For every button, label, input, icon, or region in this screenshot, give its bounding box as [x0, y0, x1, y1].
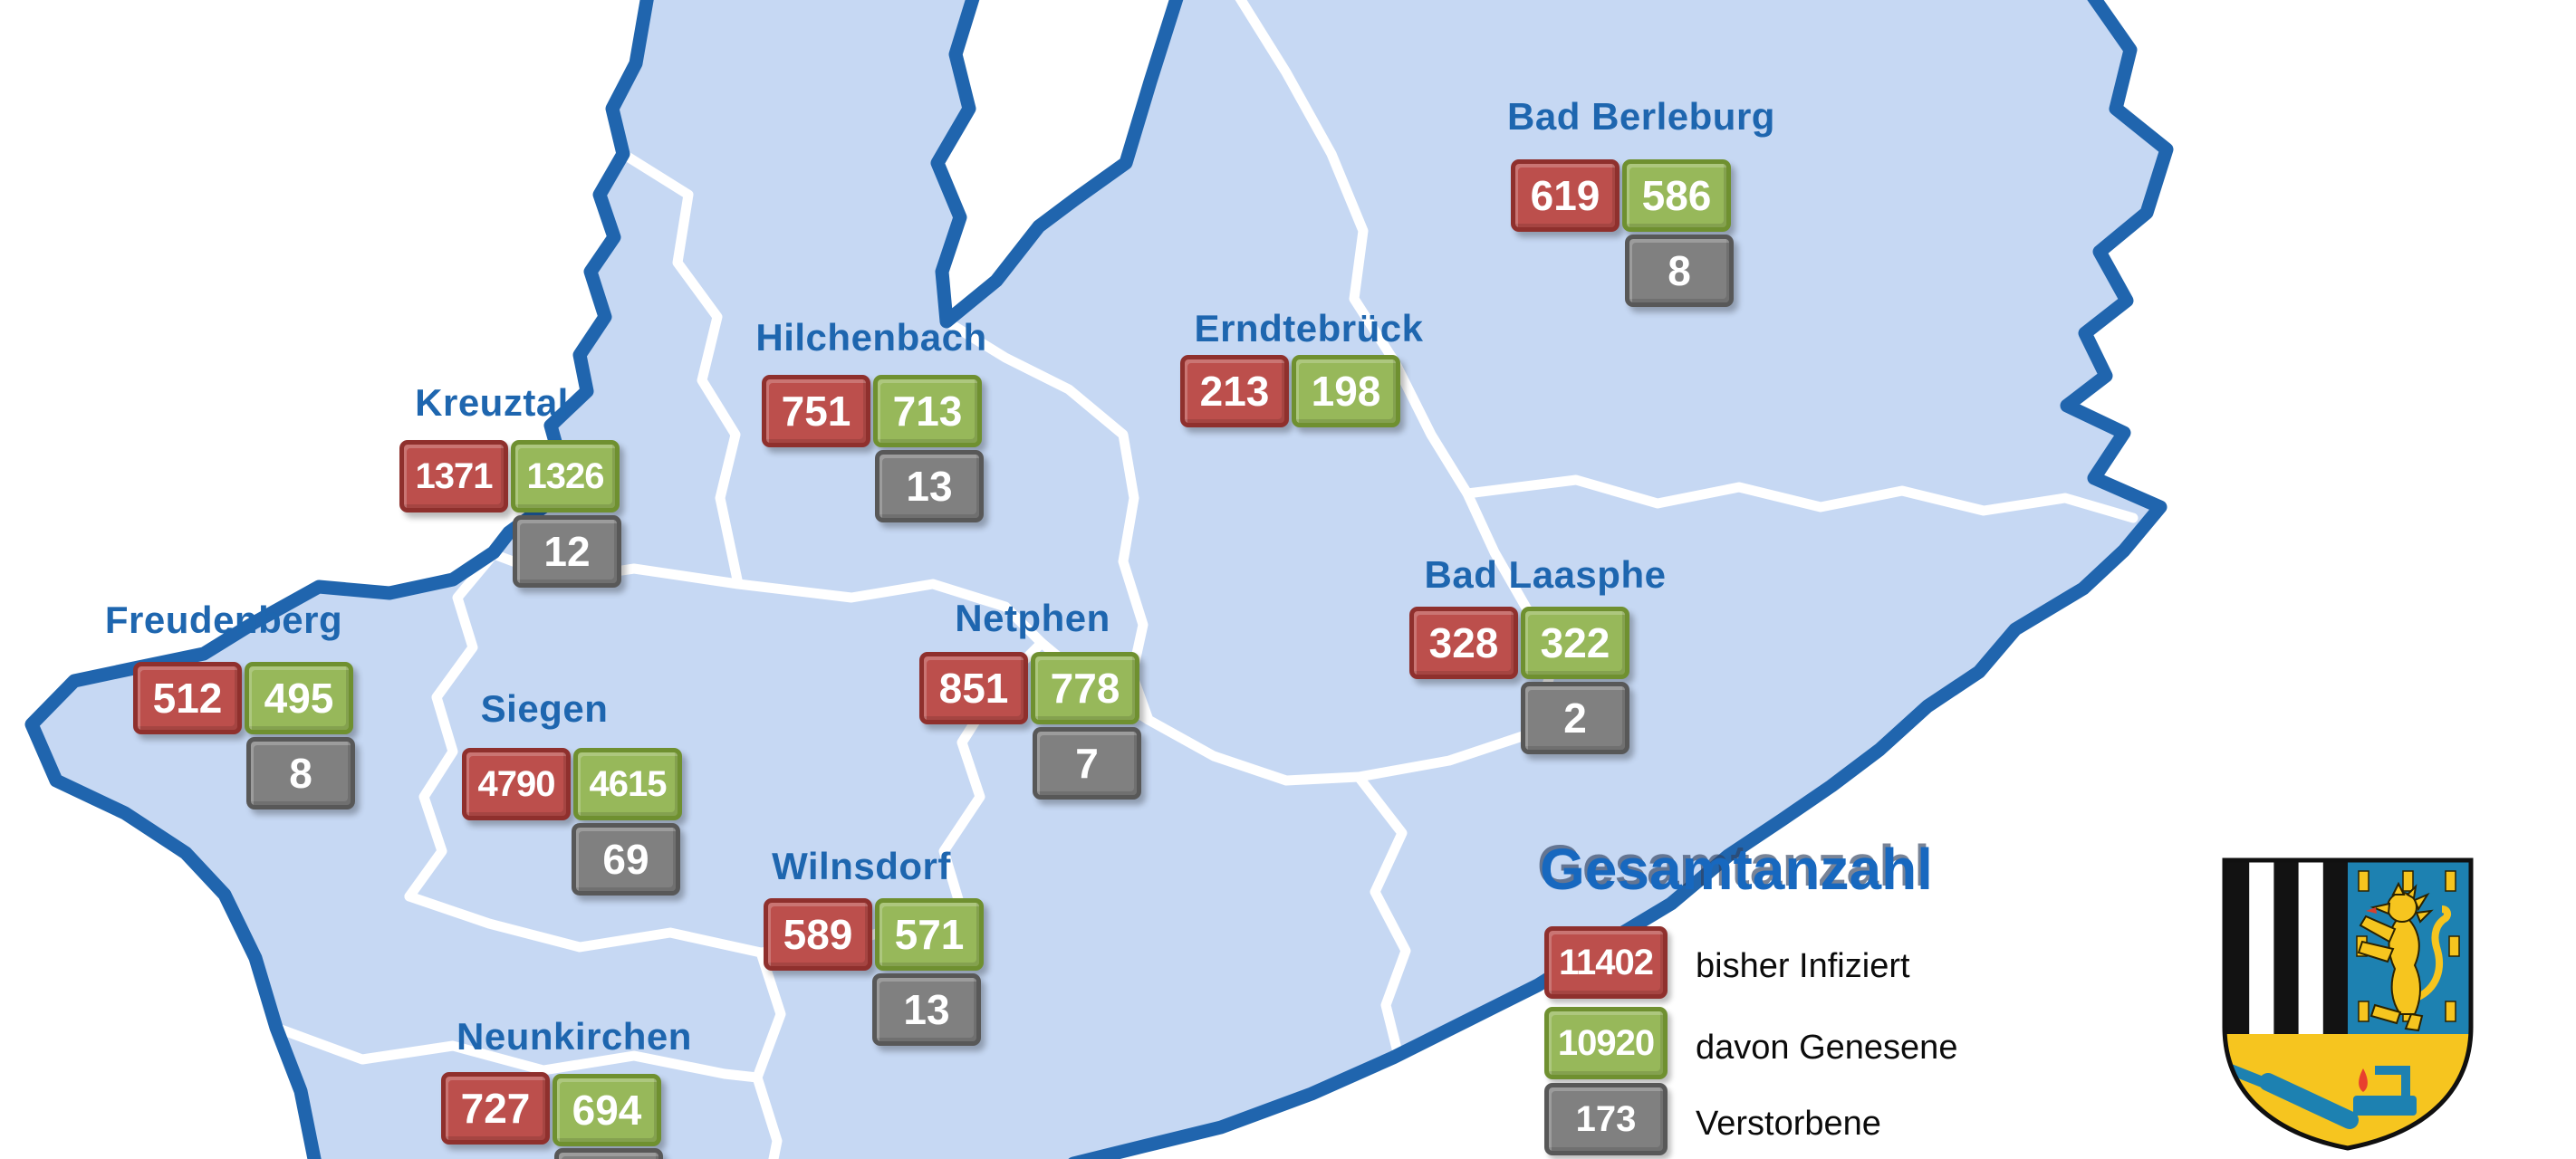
legend-infected-box: 11402 [1544, 926, 1668, 999]
infected-count-box: 751 [762, 375, 870, 447]
recovered-count-box: 198 [1292, 355, 1400, 427]
legend-recovered-label: davon Genesene [1696, 1029, 1958, 1067]
municipality-label: Freudenberg [104, 599, 343, 641]
recovered-count-box: 778 [1031, 652, 1139, 724]
recovered-count-box: 495 [245, 662, 353, 734]
legend-recovered-box: 10920 [1544, 1007, 1668, 1079]
infected-count-box: 1371 [399, 440, 508, 512]
infected-count-box: 328 [1409, 607, 1518, 679]
legend-title: Gesamtanzahl [1540, 837, 1933, 902]
municipality-label: Bad Laasphe [1424, 553, 1667, 596]
lamp-icon [2353, 1066, 2417, 1116]
recovered-count-box: 4615 [573, 748, 682, 820]
municipality-label: Erndtebrück [1194, 307, 1424, 350]
recovered-count-box: 586 [1622, 159, 1731, 232]
deceased-count-box [554, 1148, 663, 1159]
coat-of-arms-icon [2222, 857, 2474, 1151]
deceased-count-box: 2 [1521, 682, 1629, 754]
legend-deceased-box: 173 [1544, 1083, 1668, 1155]
deceased-count-box: 13 [872, 973, 981, 1046]
recovered-count-box: 694 [553, 1074, 661, 1146]
lion-icon [2357, 881, 2452, 1032]
municipality-label: Siegen [480, 687, 609, 730]
municipality-label: Netphen [955, 597, 1110, 639]
deceased-count-box: 8 [246, 737, 355, 809]
deceased-count-box: 12 [513, 515, 621, 588]
infected-count-box: 213 [1180, 355, 1289, 427]
recovered-count-box: 571 [875, 898, 984, 971]
municipality-label: Kreuztal [415, 381, 569, 424]
infected-count-box: 4790 [462, 748, 571, 820]
recovered-count-box: 1326 [511, 440, 620, 512]
municipality-label: Bad Berleburg [1507, 95, 1775, 138]
infected-count-box: 727 [441, 1072, 550, 1145]
deceased-count-box: 13 [875, 450, 984, 522]
recovered-count-box: 713 [873, 375, 982, 447]
flame-icon [2359, 1068, 2368, 1092]
deceased-count-box: 69 [572, 823, 680, 896]
infected-count-box: 619 [1511, 159, 1620, 232]
legend-deceased-label: Verstorbene [1696, 1105, 1881, 1143]
municipality-label: Neunkirchen [457, 1015, 692, 1058]
deceased-count-box: 8 [1625, 235, 1734, 307]
infected-count-box: 851 [919, 652, 1028, 724]
municipality-label: Wilnsdorf [772, 845, 951, 887]
infected-count-box: 512 [133, 662, 242, 734]
infected-count-box: 589 [764, 898, 872, 971]
deceased-count-box: 7 [1033, 727, 1141, 800]
district-boundary [24, 0, 2174, 1159]
legend-infected-label: bisher Infiziert [1696, 947, 1910, 985]
municipality-label: Hilchenbach [755, 316, 987, 359]
recovered-count-box: 322 [1521, 607, 1629, 679]
